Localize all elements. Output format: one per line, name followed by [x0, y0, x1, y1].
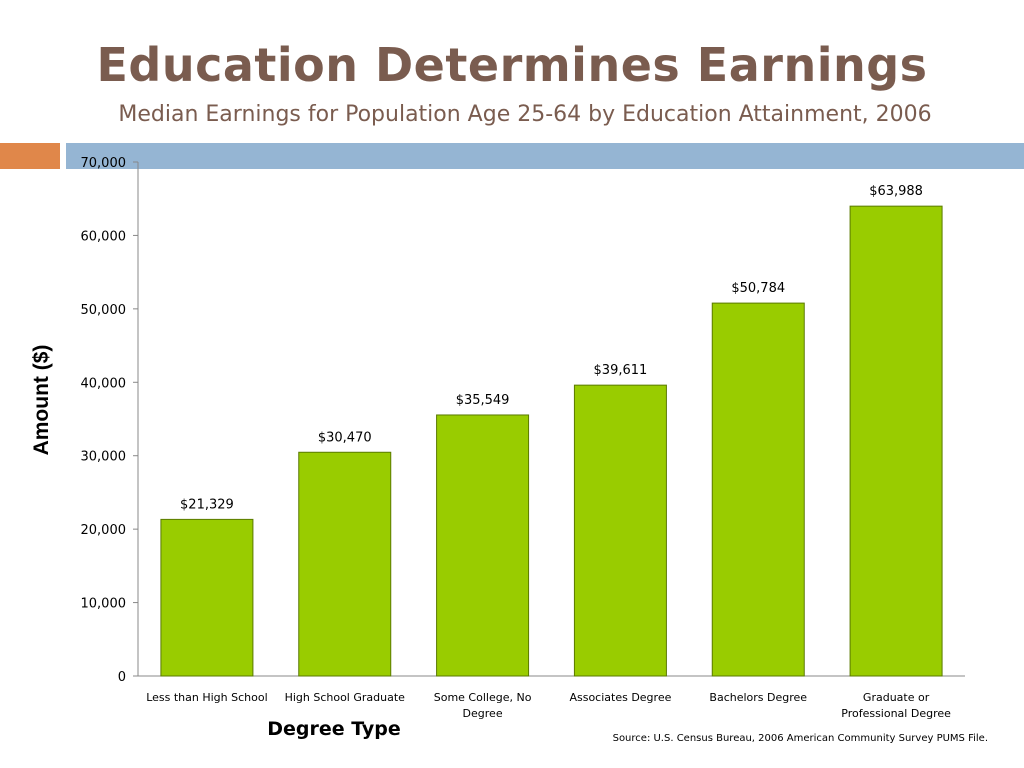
bar-data-label: $39,611: [594, 363, 648, 378]
axes: [133, 161, 965, 677]
bar: [849, 205, 943, 677]
bar-data-label: $30,470: [318, 430, 372, 445]
source-note: Source: U.S. Census Bureau, 2006 America…: [612, 733, 988, 744]
y-tick-label: 30,000: [81, 450, 127, 465]
y-tick-label: 10,000: [81, 597, 127, 612]
y-tick-label: 50,000: [81, 303, 127, 318]
y-tick-label: 0: [118, 670, 126, 685]
x-tick-label-line: Graduate or: [863, 691, 930, 704]
bar-data-label: $63,988: [869, 184, 923, 199]
slide-title: Education Determines Earnings: [96, 38, 928, 92]
x-axis-title: Degree Type: [267, 718, 401, 740]
y-tick-label: 70,000: [81, 156, 127, 171]
bar: [298, 451, 392, 677]
x-tick-label-line: Degree: [463, 707, 503, 720]
bar: [711, 302, 805, 677]
blue-accent-bar: [66, 143, 1024, 169]
y-axis-title: Amount ($): [30, 345, 53, 456]
labels: 0 10,000 20,000 30,000 40,000 50,000 60,000 70,…: [81, 156, 952, 720]
slide-subtitle: Median Earnings for Population Age 25-64…: [118, 102, 932, 127]
x-tick-label: Graduate or Professional Degree: [841, 691, 951, 720]
bar-data-label: $21,329: [180, 497, 234, 512]
x-tick-label: Less than High School: [146, 691, 267, 704]
x-tick-label-line: Less than High School: [146, 691, 267, 704]
x-tick-label-line: Professional Degree: [841, 707, 951, 720]
x-tick-label: High School Graduate: [285, 691, 406, 704]
bar: [573, 384, 667, 677]
bar-data-label: $50,784: [731, 281, 785, 296]
bar: [160, 518, 254, 677]
y-tick-label: 60,000: [81, 229, 127, 244]
y-tick-label: 20,000: [81, 523, 127, 538]
y-tick-label: 40,000: [81, 376, 127, 391]
x-tick-label-line: Bachelors Degree: [709, 691, 807, 704]
bar: [436, 414, 530, 677]
bar-data-label: $35,549: [456, 393, 510, 408]
x-tick-label: Associates Degree: [569, 691, 671, 704]
x-tick-label: Some College, No Degree: [434, 691, 532, 720]
x-tick-label-line: Some College, No: [434, 691, 532, 704]
x-tick-label-line: Associates Degree: [569, 691, 671, 704]
x-tick-label: Bachelors Degree: [709, 691, 807, 704]
orange-accent-bar: [0, 143, 60, 169]
bars: [160, 205, 943, 677]
x-tick-label-line: High School Graduate: [285, 691, 406, 704]
